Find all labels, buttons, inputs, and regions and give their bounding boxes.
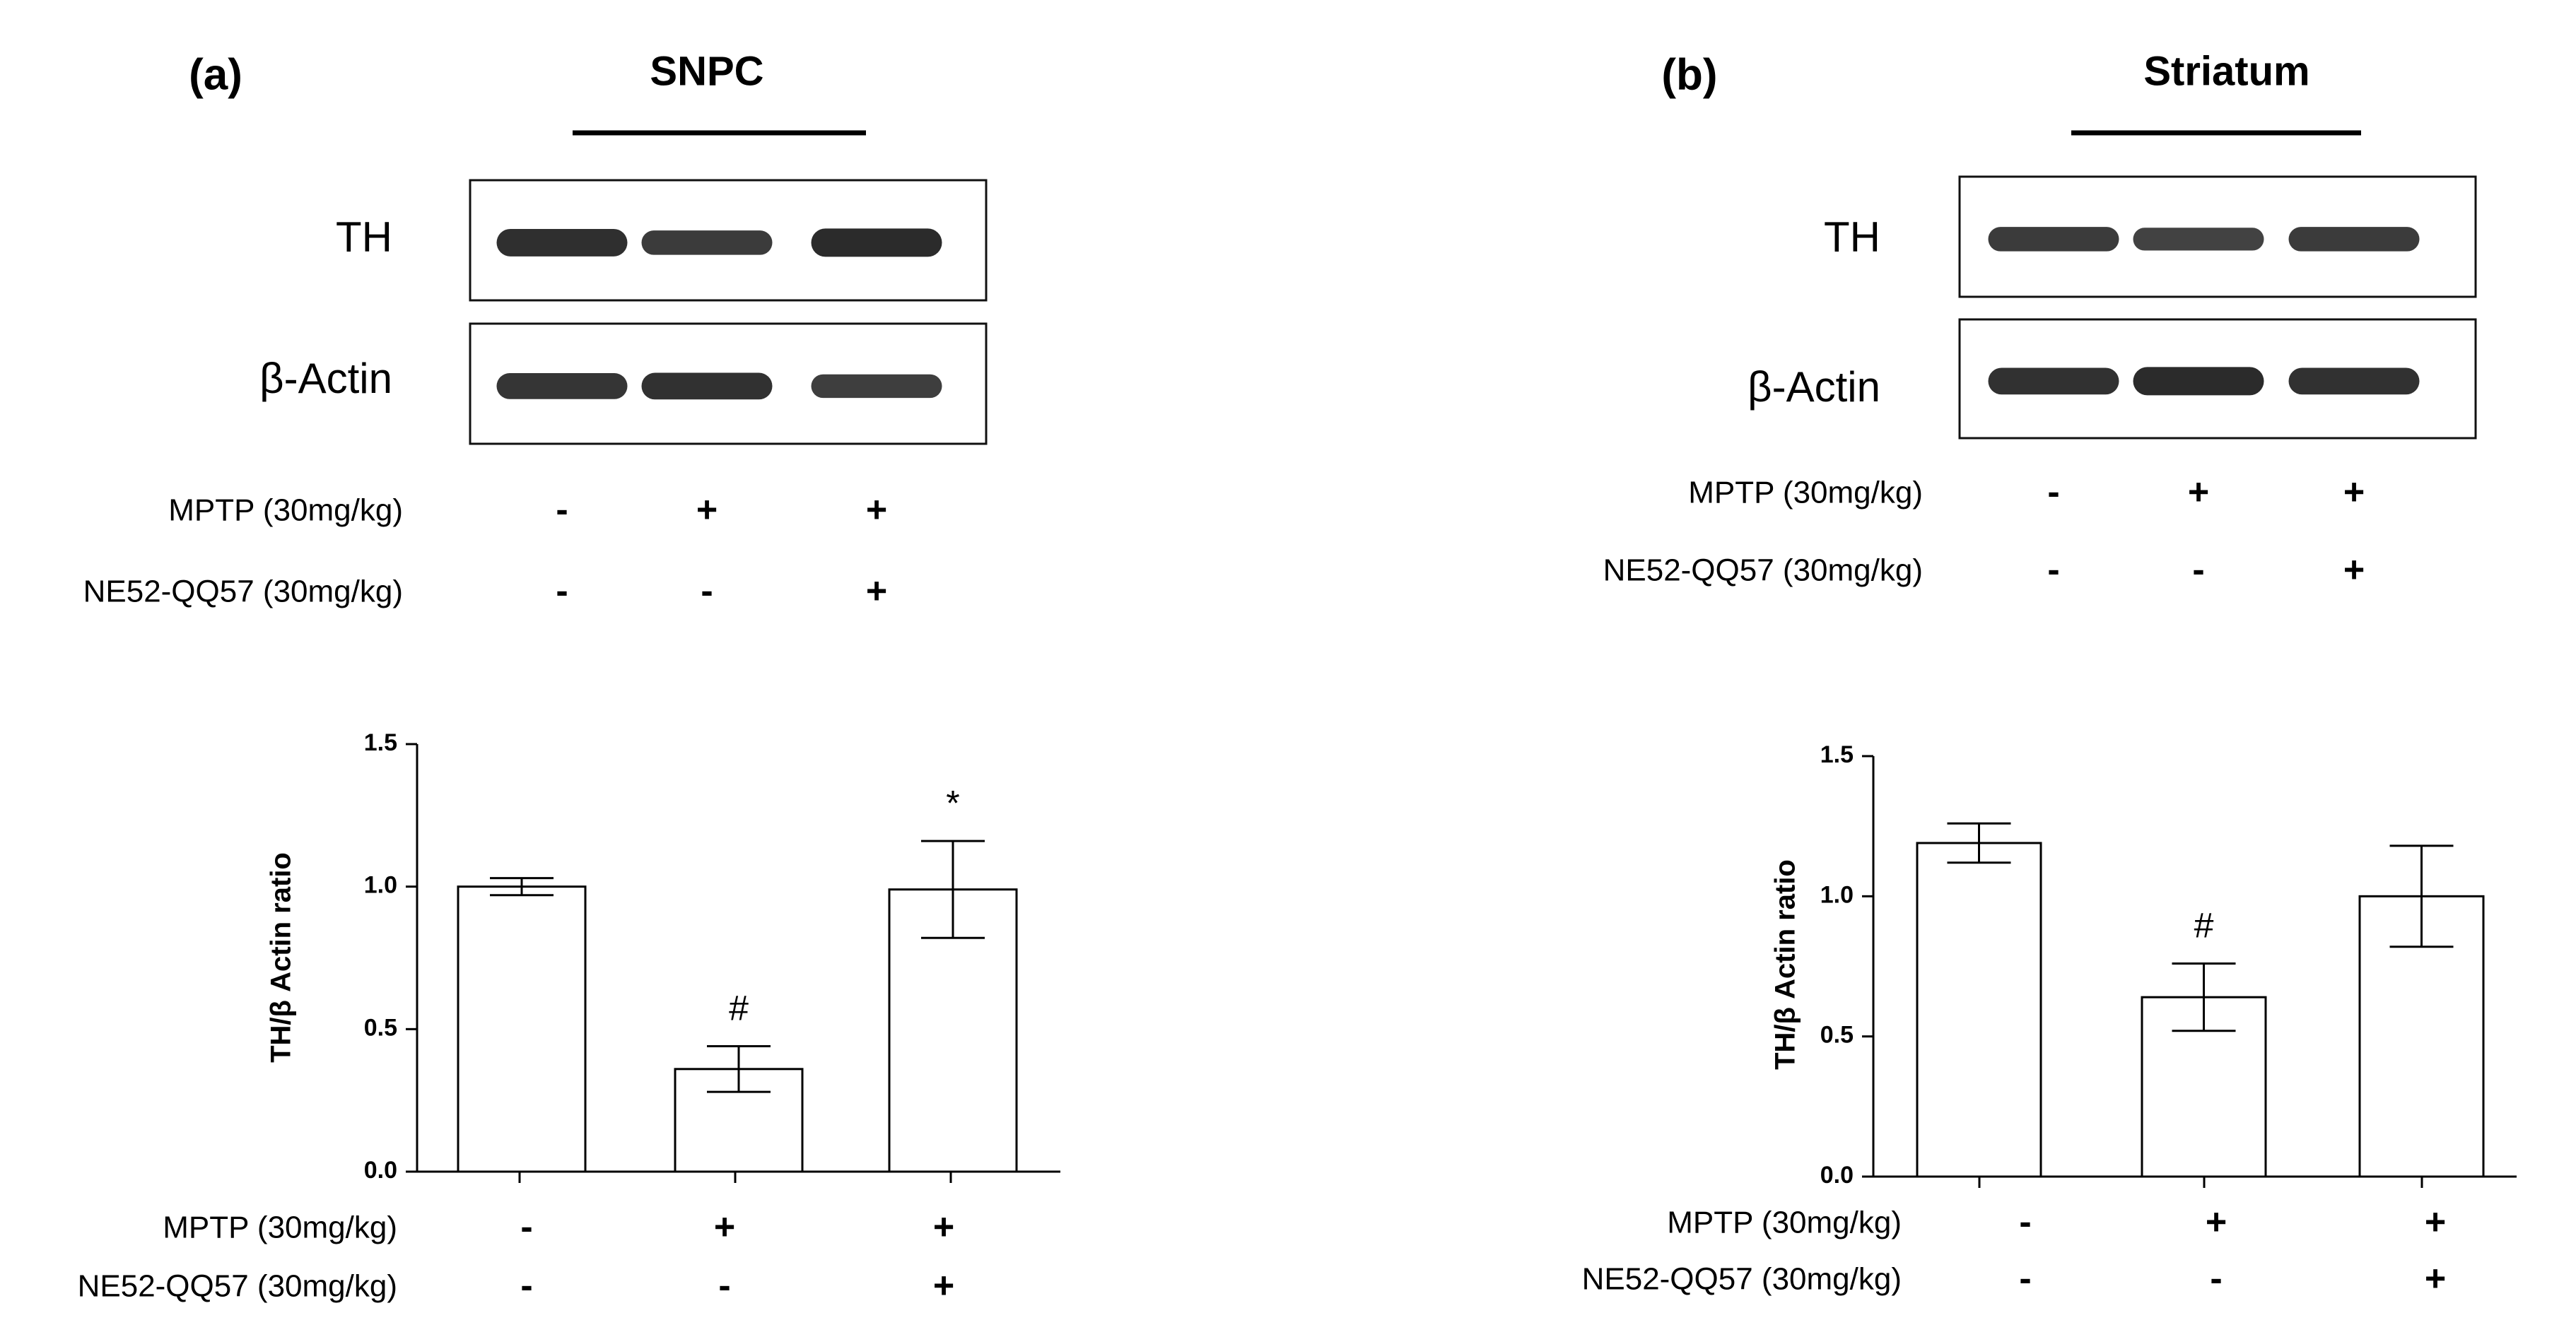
treatment-sign: -	[2192, 550, 2204, 591]
blot-band	[2133, 228, 2264, 251]
treatment-sign: -	[2047, 472, 2059, 513]
treatment-label: MPTP (30mg/kg)	[168, 493, 403, 528]
treatment-sign: +	[933, 1207, 954, 1248]
blot-band	[2133, 367, 2264, 396]
blot-band	[2288, 227, 2420, 252]
treatment-label: MPTP (30mg/kg)	[163, 1211, 397, 1245]
blot-band	[1988, 367, 2119, 395]
treatment-label: MPTP (30mg/kg)	[1688, 476, 1923, 510]
treatment-label: MPTP (30mg/kg)	[1667, 1206, 1902, 1240]
panel-letter: (a)	[189, 50, 242, 99]
y-tick-label: 1.5	[1820, 741, 1854, 768]
blot-band	[496, 228, 628, 257]
treatment-sign: +	[933, 1266, 954, 1307]
treatment-sign: -	[2019, 1202, 2031, 1243]
treatment-sign: -	[556, 490, 568, 531]
treatment-sign: -	[2019, 1259, 2031, 1300]
treatment-sign: +	[2188, 472, 2209, 513]
panel-a: (a) SNPC TH β-Actin MPTP (30mg/kg) - + + NE52-QQ…	[78, 48, 1060, 1307]
treatment-label: NE52-QQ57 (30mg/kg)	[78, 1269, 397, 1304]
significance-marker: #	[729, 989, 749, 1028]
region-title: Striatum	[2143, 48, 2309, 94]
y-tick-label: 0.0	[1820, 1162, 1854, 1189]
bar	[457, 885, 587, 1173]
significance-marker: *	[946, 783, 959, 823]
blot-band	[811, 374, 942, 399]
y-axis-label: TH/β Actin ratio	[1770, 859, 1801, 1070]
y-tick-label: 1.0	[364, 872, 397, 899]
treatment-sign: +	[866, 490, 887, 531]
blot-band	[1988, 227, 2119, 252]
y-tick-label: 0.5	[364, 1014, 397, 1041]
significance-marker: #	[2194, 906, 2214, 946]
treatment-sign: +	[2425, 1259, 2446, 1300]
treatment-sign: +	[696, 490, 718, 531]
treatment-sign: +	[2343, 550, 2365, 591]
blot-band	[2288, 367, 2420, 395]
panel-b: (b) Striatum TH β-Actin MPTP (30mg/kg) - + + NE5…	[1582, 48, 2517, 1300]
treatment-sign: -	[520, 1207, 532, 1248]
treatment-sign: +	[2206, 1202, 2227, 1243]
blot-label: β-Actin	[1747, 363, 1880, 411]
treatment-sign: -	[2210, 1259, 2222, 1300]
region-title: SNPC	[650, 48, 763, 94]
treatment-sign: -	[718, 1266, 730, 1307]
treatment-sign: +	[2343, 472, 2365, 513]
blot-band	[496, 373, 628, 399]
treatment-sign: +	[2425, 1202, 2446, 1243]
blot-label: TH	[1824, 213, 1880, 261]
blot-band	[811, 228, 942, 257]
y-tick-label: 0.0	[364, 1157, 397, 1184]
blot-band	[641, 372, 773, 400]
y-tick-label: 1.5	[364, 729, 397, 756]
treatment-sign: -	[556, 571, 568, 612]
treatment-sign: +	[714, 1207, 735, 1248]
treatment-sign: -	[701, 571, 713, 612]
y-axis-label: TH/β Actin ratio	[266, 852, 297, 1063]
bar	[1916, 842, 2042, 1178]
panel-letter: (b)	[1661, 50, 1717, 99]
treatment-label: NE52-QQ57 (30mg/kg)	[83, 575, 403, 609]
blot-label: β-Actin	[259, 355, 392, 402]
y-tick-label: 0.5	[1820, 1022, 1854, 1049]
y-tick-label: 1.0	[1820, 881, 1854, 908]
treatment-sign: -	[520, 1266, 532, 1307]
treatment-sign: +	[866, 571, 887, 612]
blot-band	[641, 230, 773, 255]
treatment-label: NE52-QQ57 (30mg/kg)	[1603, 553, 1923, 588]
blot-label: TH	[336, 213, 392, 261]
treatment-sign: -	[2047, 550, 2059, 591]
treatment-label: NE52-QQ57 (30mg/kg)	[1582, 1262, 1902, 1297]
